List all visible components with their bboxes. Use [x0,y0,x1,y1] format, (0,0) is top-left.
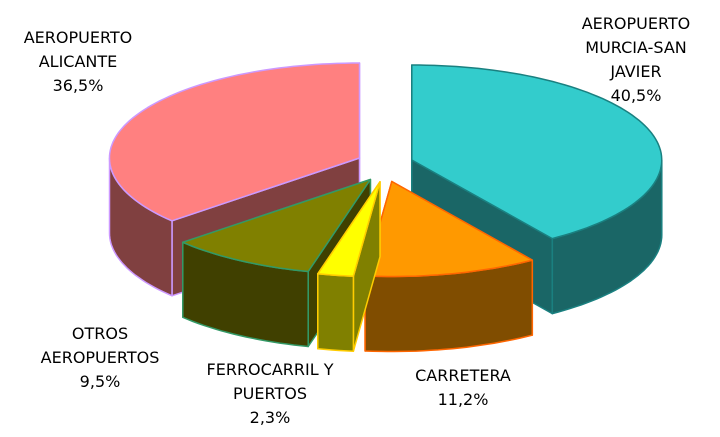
slice-top [317,181,381,277]
value-label: 11,2% [437,390,489,409]
slice-top [108,62,361,222]
slice-top [364,180,534,278]
slice-label: AEROPUERTO MURCIA-SAN JAVIER 40,5% [582,12,691,108]
category-label: AEROPUERTO ALICANTE [23,28,133,71]
slice-top [182,178,372,273]
slice-label: OTROS AEROPUERTOS 9,5% [41,322,160,394]
value-label: 36,5% [52,76,104,95]
value-label: 2,3% [249,408,291,427]
slice-top [411,64,663,240]
slice-label: FERROCARRIL Y PUERTOS 2,3% [207,358,334,430]
value-label: 9,5% [79,372,121,391]
slice-wall [317,273,355,352]
slice [317,181,381,352]
category-label: FERROCARRIL Y PUERTOS [206,360,334,403]
slice [364,180,534,353]
category-label: CARRETERA [415,366,511,385]
slice-label: CARRETERA 11,2% [415,364,511,412]
value-label: 40,5% [610,86,662,105]
category-label: OTROS AEROPUERTOS [40,324,160,367]
category-label: AEROPUERTO MURCIA-SAN JAVIER [581,14,691,81]
slice-label: AEROPUERTO ALICANTE 36,5% [24,26,133,98]
